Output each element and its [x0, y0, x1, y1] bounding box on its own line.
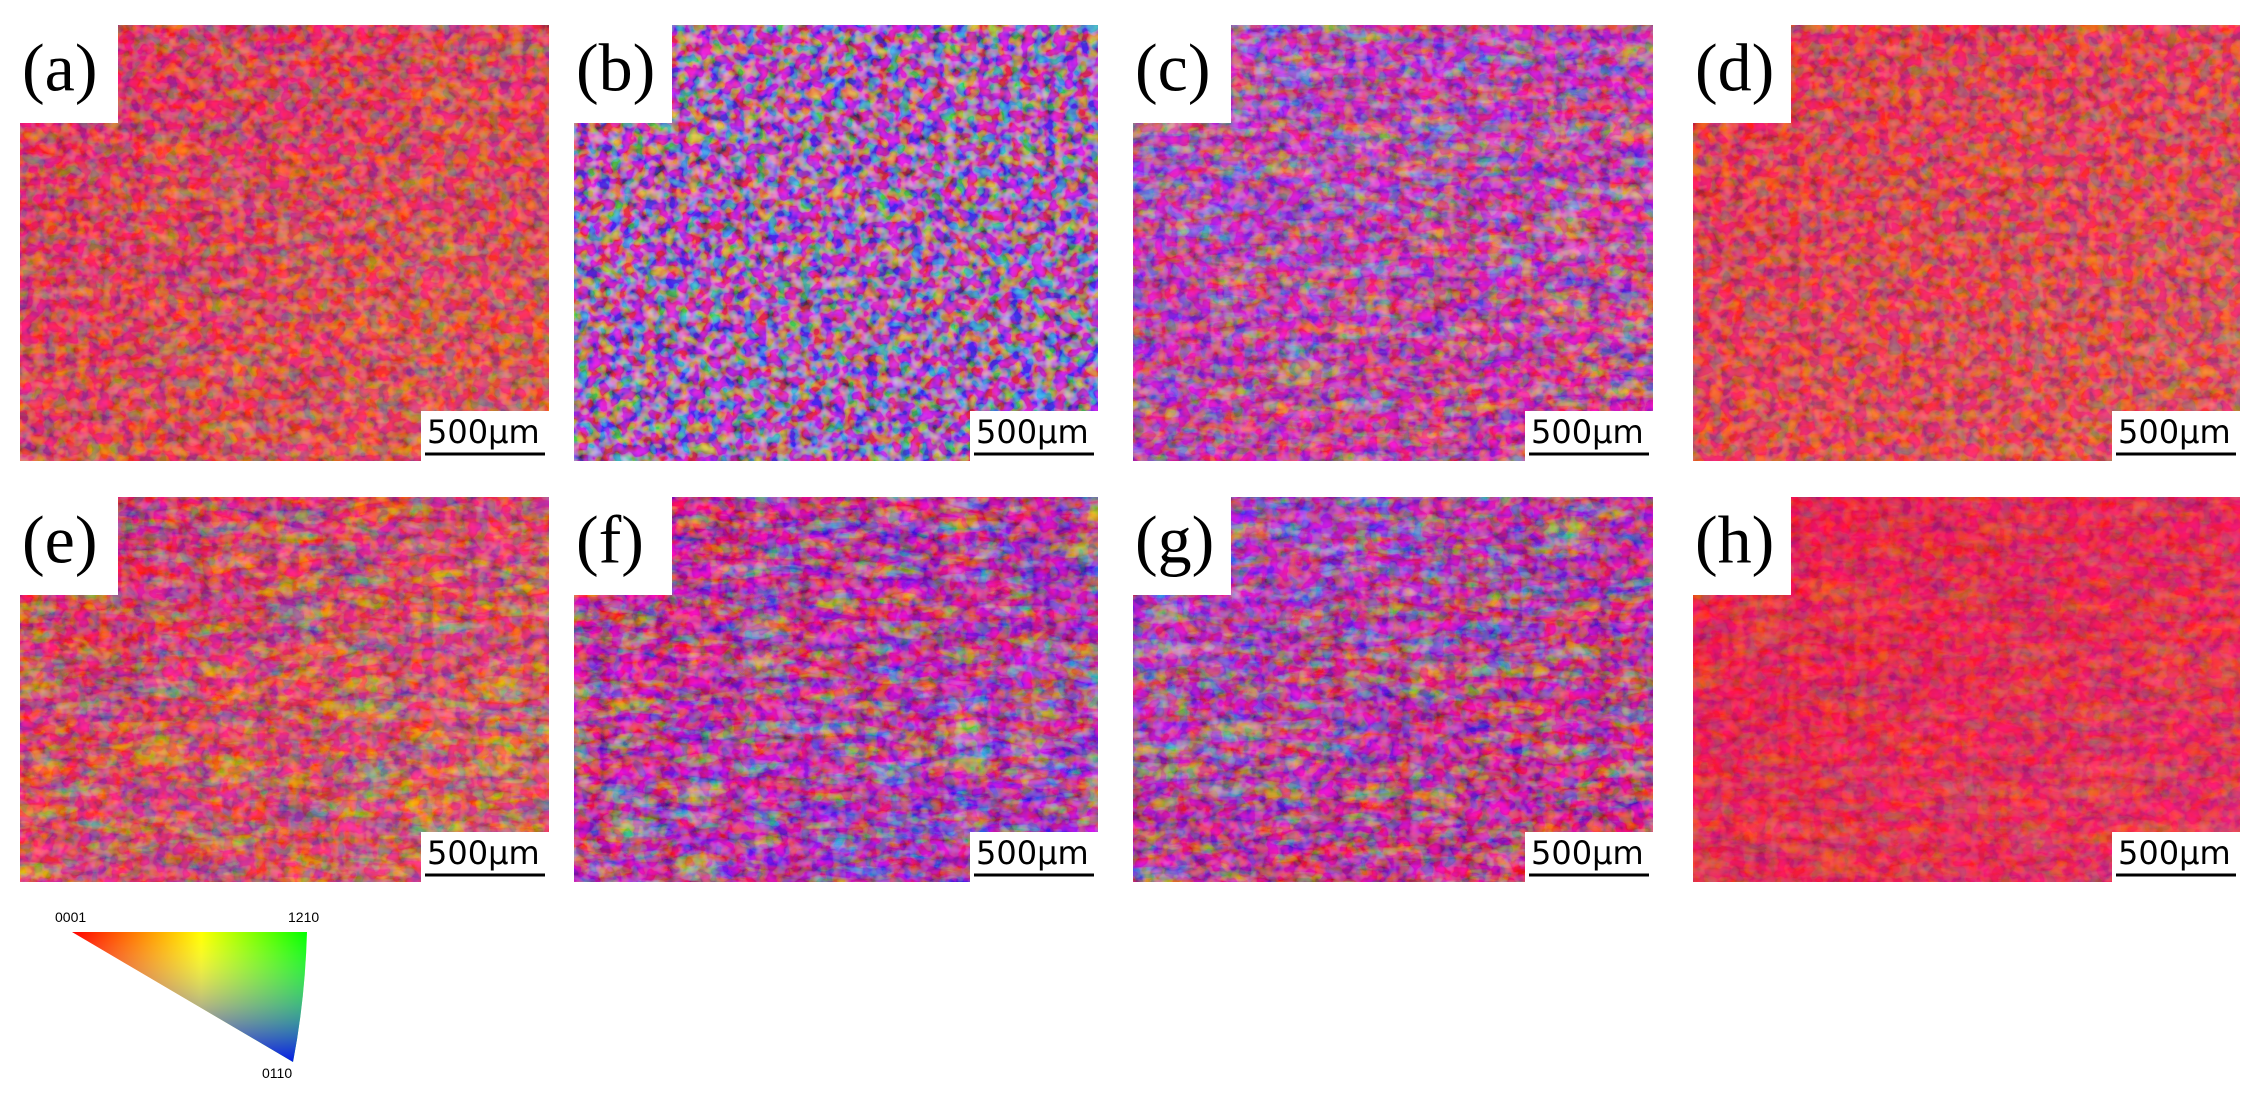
panel-label: (e)	[22, 502, 97, 578]
ebsd-panel: (b) 500μm	[572, 23, 1098, 461]
scale-bar-label: 500μm	[1531, 834, 1644, 872]
panel-label: (h)	[1695, 502, 1774, 578]
legend-label: 1210	[288, 909, 319, 925]
panel-label: (a)	[22, 30, 97, 106]
label-box	[18, 23, 118, 123]
ipf-triangle-shade	[72, 932, 307, 1062]
ebsd-panel: (a) 500μm	[18, 23, 549, 461]
panel-label: (c)	[1135, 30, 1210, 106]
panel-label: (d)	[1695, 30, 1774, 106]
ebsd-panel: (e) 500μm	[18, 495, 549, 882]
ebsd-panel: (h) 500μm	[1691, 495, 2240, 882]
scale-bar-label: 500μm	[976, 413, 1089, 451]
label-box	[18, 495, 118, 595]
label-box	[1691, 23, 1791, 123]
scale-bar-label: 500μm	[427, 413, 540, 451]
panel-label: (g)	[1135, 502, 1214, 578]
label-box	[572, 23, 672, 123]
scale-bar-label: 500μm	[2118, 834, 2231, 872]
legend-label: 0110	[262, 1065, 292, 1081]
ebsd-panel: (g) 500μm	[1131, 495, 1653, 882]
label-box	[572, 495, 672, 595]
scale-bar-label: 500μm	[427, 834, 540, 872]
panel-label: (b)	[576, 30, 655, 106]
label-box	[1131, 23, 1231, 123]
scale-bar-label: 500μm	[976, 834, 1089, 872]
ebsd-panel: (c) 500μm	[1131, 23, 1653, 461]
legend-label: 0001	[55, 909, 86, 925]
scale-bar-label: 500μm	[2118, 413, 2231, 451]
scale-bar-label: 500μm	[1531, 413, 1644, 451]
label-box	[1131, 495, 1231, 595]
label-box	[1691, 495, 1791, 595]
ebsd-panel: (f) 500μm	[572, 495, 1098, 882]
panel-label: (f)	[576, 502, 644, 578]
ipf-legend: 0001 1210 0110	[55, 909, 319, 1081]
ebsd-panel: (d) 500μm	[1691, 23, 2240, 461]
